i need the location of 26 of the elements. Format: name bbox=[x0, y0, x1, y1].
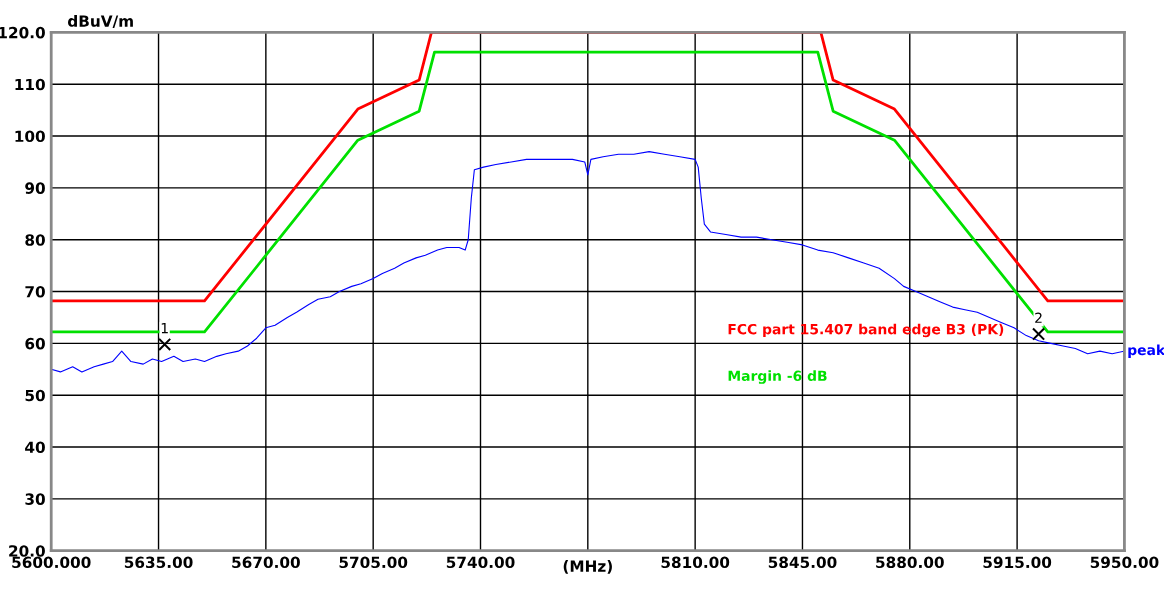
x-tick-label: 5635.00 bbox=[124, 556, 193, 569]
y-tick-label: 70 bbox=[25, 286, 45, 298]
y-tick-label: 120.0 bbox=[0, 26, 45, 39]
x-tick-label: 5705.00 bbox=[339, 556, 408, 569]
x-tick-label: 5600.000 bbox=[12, 556, 91, 569]
y-tick-label: 80 bbox=[25, 234, 45, 246]
annotation: 2 bbox=[1035, 312, 1042, 323]
x-tick-label: 5950.00 bbox=[1090, 556, 1159, 569]
x-tick-label: 5810.00 bbox=[661, 556, 730, 569]
x-axis-title: (MHz) bbox=[563, 560, 612, 574]
y-tick-label: 110 bbox=[15, 78, 45, 91]
annotation: 1 bbox=[161, 323, 168, 334]
x-tick-label: 5845.00 bbox=[768, 556, 837, 569]
y-tick-label: 100 bbox=[15, 130, 45, 143]
x-tick-label: 5670.00 bbox=[232, 556, 300, 569]
y-tick-label: 20.0 bbox=[9, 545, 45, 557]
x-tick-label: 5740.00 bbox=[446, 556, 515, 569]
x-tick-label: 5915.00 bbox=[983, 556, 1052, 569]
y-tick-label: 60 bbox=[25, 337, 45, 350]
text: Margin -6 dB bbox=[728, 370, 827, 384]
y-tick-label: 40 bbox=[25, 441, 45, 454]
y-axis-title: dBuV/m bbox=[68, 15, 133, 29]
y-tick-label: 50 bbox=[25, 389, 45, 402]
x-tick-label: 5880.00 bbox=[876, 556, 944, 569]
y-tick-label: 90 bbox=[25, 182, 45, 194]
y-tick-label: 30 bbox=[25, 493, 45, 505]
